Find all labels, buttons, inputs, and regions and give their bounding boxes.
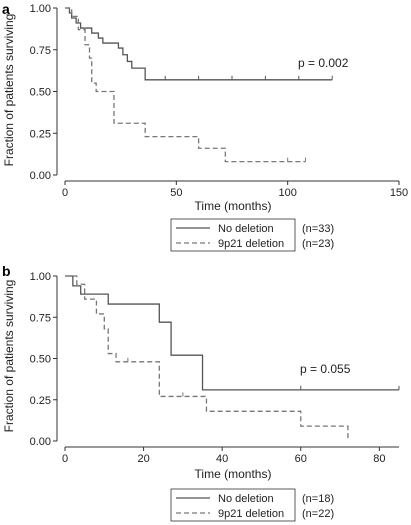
y-tick-label-a: 0.75 [30,45,51,57]
y-axis-label-b: Fraction of patients surviving [2,280,16,433]
x-axis-label-b: Time (months) [195,467,272,481]
x-tick-label-b: 80 [373,453,385,465]
legend-count-deletion-b: (n=22) [302,508,334,520]
legend-b: No deletion 9p21 deletion (n=18) (n=22) [170,488,334,522]
x-tick-label-b: 0 [62,453,68,465]
legend-count-deletion-a: (n=23) [302,238,334,250]
plot-area-b: 0 20 40 60 80 0.00 0.25 0.50 0.75 1.00 [30,271,400,465]
survival-curve-no-deletion-a [65,7,333,81]
x-tick-label-b: 60 [295,453,307,465]
legend-count-no-deletion-a: (n=33) [302,223,334,235]
legend-label-deletion-a: 9p21 deletion [218,238,284,250]
y-tick-label-b: 0.50 [30,354,51,366]
x-tick-label-b: 20 [137,453,149,465]
x-tick-label-a: 100 [278,187,296,199]
y-tick-label-b: 0.00 [30,436,51,448]
legend-label-no-deletion-b: No deletion [218,493,274,505]
x-tick-label-b: 40 [216,453,228,465]
survival-curve-deletion-a [65,7,306,163]
legend-box-b [170,488,296,522]
panel-label-a: a [2,1,10,17]
survival-curve-deletion-b [65,275,349,441]
legend-a: No deletion 9p21 deletion (n=33) (n=23) [170,218,334,252]
legend-count-no-deletion-b: (n=18) [302,493,334,505]
legend-label-deletion-b: 9p21 deletion [218,508,284,520]
y-tick-label-a: 0.00 [30,170,51,182]
x-axis-label-a: Time (months) [195,199,272,213]
y-axis-label-a: Fraction of patients surviving [2,14,16,167]
p-value-b: p = 0.055 [300,362,351,376]
survival-curve-no-deletion-b [65,275,399,391]
y-tick-label-b: 0.25 [30,395,51,407]
x-tick-label-a: 50 [170,187,182,199]
y-tick-label-b: 1.00 [30,271,51,283]
p-value-a: p = 0.002 [298,56,349,70]
legend-label-no-deletion-a: No deletion [218,223,274,235]
plot-area-a: 0 50 100 150 0.00 0.25 0.50 0.75 1.00 [30,3,409,199]
x-tick-label-a: 0 [62,187,68,199]
y-tick-label-a: 0.25 [30,128,51,140]
panel-label-b: b [2,263,11,279]
x-tick-label-a: 150 [390,187,408,199]
y-tick-label-b: 0.75 [30,312,51,324]
legend-box-a [170,218,296,252]
y-tick-label-a: 1.00 [30,3,51,15]
y-tick-label-a: 0.50 [30,87,51,99]
